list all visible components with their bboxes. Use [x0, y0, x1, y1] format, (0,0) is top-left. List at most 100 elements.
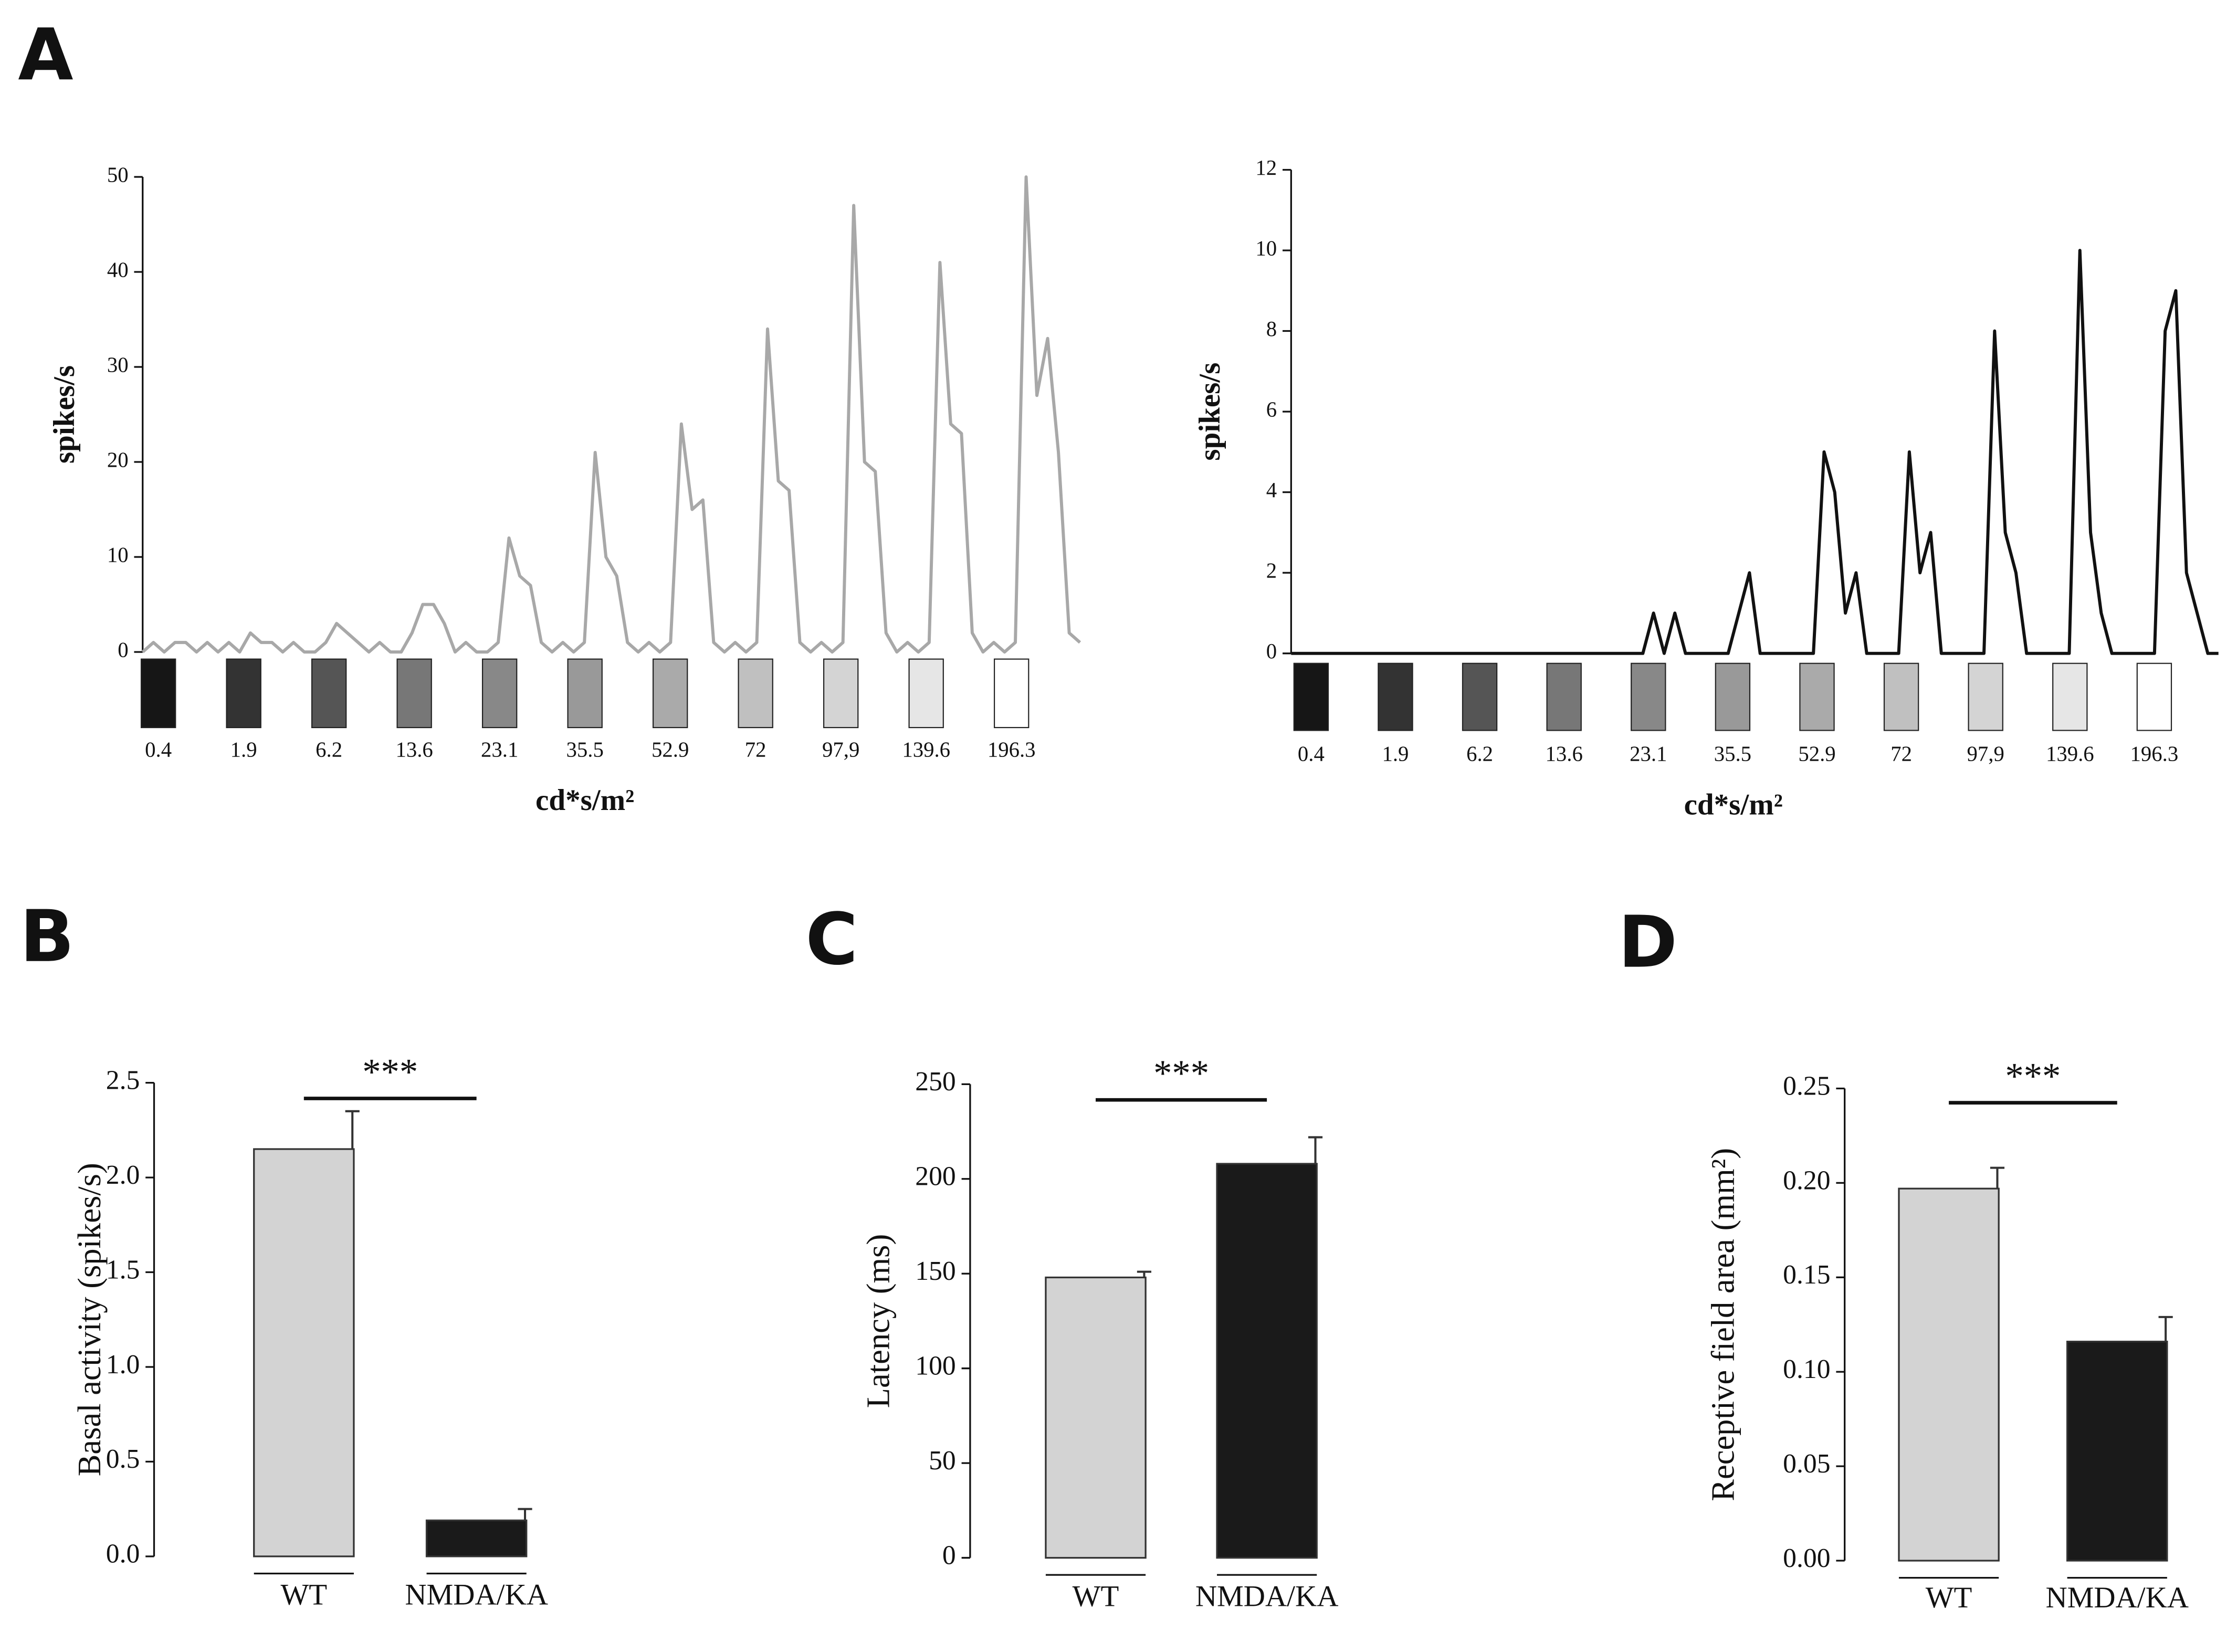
y-tick-label: 0.15 — [1783, 1260, 1830, 1290]
y-tick-label: 2 — [1266, 559, 1277, 583]
x-tick-label: 1.9 — [1382, 742, 1409, 766]
stimulus-swatch — [396, 658, 432, 729]
y-tick-label: 0.5 — [106, 1444, 140, 1474]
stimulus-swatch — [1546, 662, 1582, 731]
trace — [1291, 249, 2219, 655]
y-tick-label: 100 — [915, 1351, 955, 1381]
stimulus-swatch — [567, 658, 603, 729]
panel-label: D — [1618, 901, 1677, 984]
x-tick-label: 196.3 — [988, 738, 1036, 762]
x-tick-label: 0.4 — [145, 738, 172, 762]
stimulus-swatch — [1631, 662, 1666, 731]
x-tick-label: 52.9 — [1798, 742, 1835, 766]
y-tick-label: 0.10 — [1783, 1354, 1830, 1384]
x-tick-label: 23.1 — [1630, 742, 1667, 766]
x-tick-label: 35.5 — [1714, 742, 1751, 766]
y-tick-label: 20 — [107, 448, 129, 471]
y-tick-label: 6 — [1266, 397, 1277, 421]
x-tick-label: 72 — [1891, 742, 1912, 766]
bar — [253, 1148, 355, 1558]
stimulus-swatch — [1715, 662, 1751, 731]
x-axis-label: cd*s/m² — [1684, 788, 1783, 821]
y-tick-label: 50 — [929, 1446, 956, 1476]
stimulus-swatch — [1293, 662, 1329, 731]
x-tick-label: 97,9 — [822, 738, 859, 762]
y-tick-label: 1.5 — [106, 1255, 140, 1285]
x-tick-label: WT — [1073, 1580, 1119, 1613]
x-tick-label: NMDA/KA — [405, 1579, 548, 1612]
y-tick-label: 250 — [915, 1067, 955, 1097]
y-tick-label: 8 — [1266, 317, 1277, 341]
stimulus-swatch — [1968, 662, 2003, 731]
x-tick-label: 72 — [745, 738, 766, 762]
y-tick-label: 200 — [915, 1162, 955, 1192]
y-tick-label: 1.0 — [106, 1350, 140, 1380]
x-tick-label: 139.6 — [2046, 742, 2094, 766]
x-tick-label: 35.5 — [566, 738, 604, 762]
x-tick-label: 1.9 — [230, 738, 257, 762]
x-tick-label: WT — [280, 1579, 327, 1612]
bar — [2066, 1341, 2168, 1562]
y-axis-label: spikes/s — [1193, 363, 1226, 461]
x-tick-label: NMDA/KA — [2045, 1581, 2189, 1614]
y-tick-label: 0 — [1266, 639, 1277, 663]
stimulus-swatch — [652, 658, 688, 729]
bar — [1898, 1187, 2000, 1562]
y-tick-label: 2.5 — [106, 1065, 140, 1095]
y-tick-label: 4 — [1266, 478, 1277, 502]
y-tick-label: 50 — [107, 163, 129, 186]
y-tick-label: 12 — [1255, 156, 1277, 180]
stimulus-swatch — [1883, 662, 1919, 731]
trace — [141, 175, 1081, 654]
x-tick-label: WT — [1926, 1581, 1972, 1614]
bar — [1216, 1163, 1318, 1559]
stimulus-swatch — [226, 658, 261, 729]
significance-label: *** — [362, 1051, 418, 1092]
x-tick-label: 13.6 — [1546, 742, 1583, 766]
stimulus-swatch — [2136, 662, 2172, 731]
x-tick-label: NMDA/KA — [1195, 1580, 1339, 1613]
panel-label: B — [20, 896, 75, 978]
bar — [425, 1519, 528, 1558]
x-tick-label: 13.6 — [395, 738, 433, 762]
y-axis-label: Latency (ms) — [860, 1234, 897, 1408]
y-tick-label: 2.0 — [106, 1160, 140, 1190]
x-tick-label: 23.1 — [481, 738, 518, 762]
y-tick-label: 30 — [107, 353, 129, 376]
y-axis-label: spikes/s — [48, 365, 81, 464]
stimulus-swatch — [1799, 662, 1835, 731]
panel-label: A — [18, 14, 73, 97]
y-tick-label: 0.05 — [1783, 1449, 1830, 1479]
y-tick-label: 0.0 — [106, 1539, 140, 1569]
bar — [1045, 1276, 1147, 1559]
x-tick-label: 139.6 — [902, 738, 950, 762]
y-tick-label: 0.20 — [1783, 1165, 1830, 1195]
significance-label: *** — [1153, 1053, 1209, 1094]
x-tick-label: 97,9 — [1967, 742, 2004, 766]
y-tick-label: 10 — [107, 543, 129, 566]
stimulus-swatch — [481, 658, 518, 729]
y-tick-label: 0.00 — [1783, 1543, 1830, 1573]
significance-label: *** — [2005, 1056, 2061, 1097]
stimulus-swatch — [993, 658, 1030, 729]
y-axis-label: Receptive field area (mm²) — [1704, 1148, 1741, 1501]
y-axis-label: Basal activity (spikes/s) — [71, 1163, 108, 1476]
x-tick-label: 196.3 — [2130, 742, 2179, 766]
stimulus-swatch — [2052, 662, 2088, 731]
x-tick-label: 6.2 — [316, 738, 342, 762]
x-axis-label: cd*s/m² — [535, 784, 634, 817]
stimulus-swatch — [738, 658, 773, 729]
stimulus-swatch — [1378, 662, 1413, 731]
x-tick-label: 52.9 — [652, 738, 689, 762]
stimulus-swatch — [140, 658, 176, 729]
y-tick-label: 10 — [1255, 236, 1277, 260]
stimulus-swatch — [823, 658, 859, 729]
y-tick-label: 0 — [942, 1540, 956, 1570]
y-tick-label: 0 — [118, 638, 128, 661]
y-tick-label: 0.25 — [1783, 1071, 1830, 1101]
panel-label: C — [805, 898, 858, 981]
x-tick-label: 0.4 — [1298, 742, 1325, 766]
stimulus-swatch — [311, 658, 347, 729]
stimulus-swatch — [1462, 662, 1498, 731]
